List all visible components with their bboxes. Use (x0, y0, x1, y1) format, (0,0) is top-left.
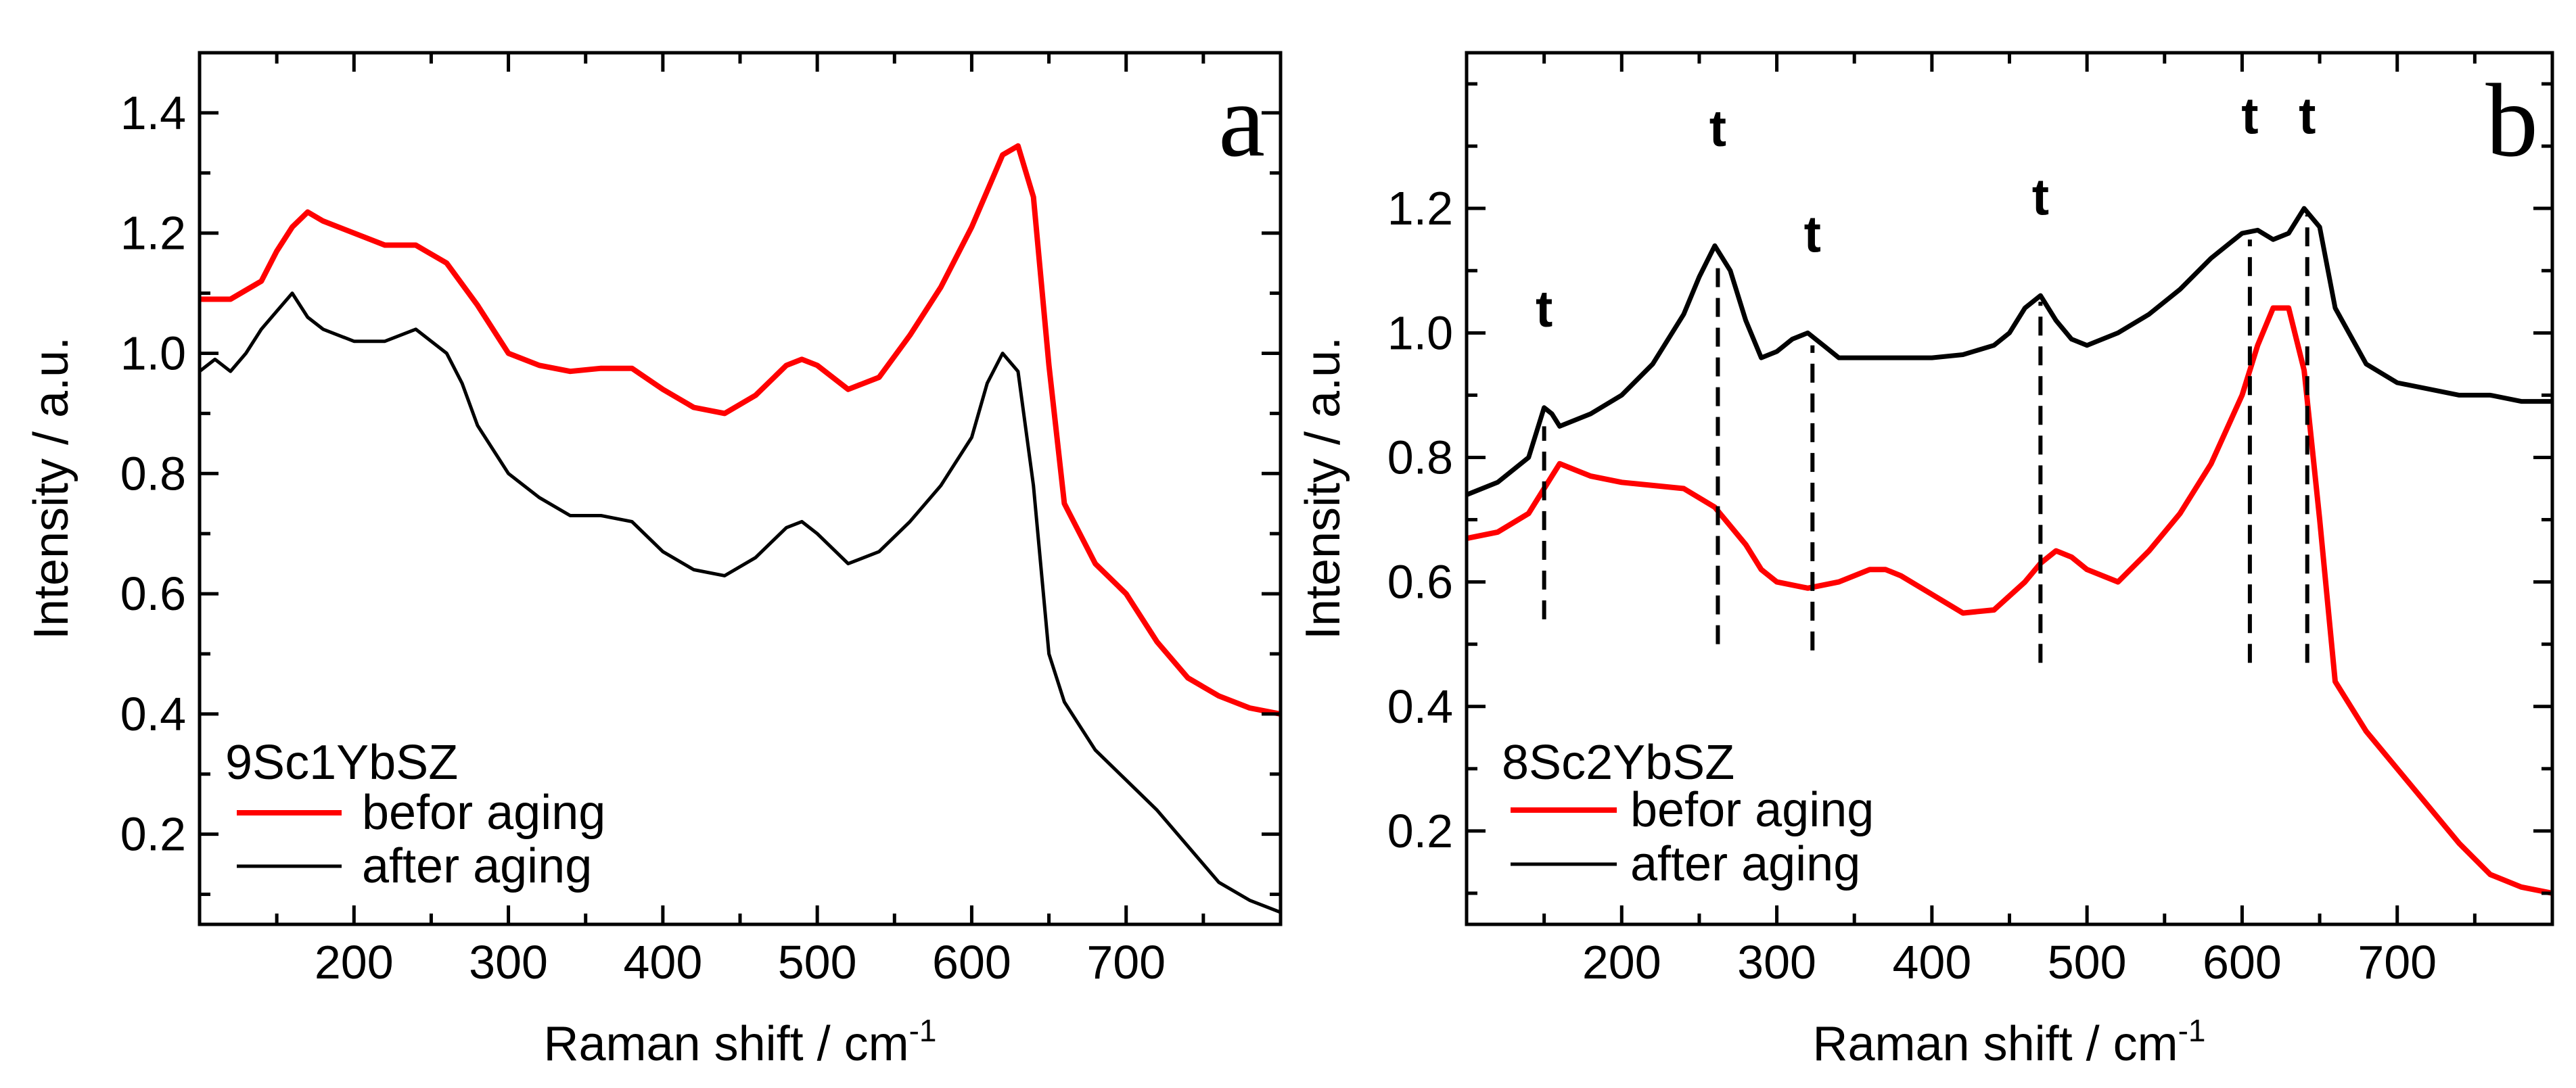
panel-a-ylabel: Intensity / a.u. (24, 337, 78, 640)
panel-a-y-tick-label: 1.2 (120, 207, 186, 260)
panel-b-x-tick-label: 600 (2203, 936, 2282, 989)
panel-b-series (1467, 206, 2552, 896)
panel-a-x-tick-label: 600 (932, 936, 1011, 989)
panel-a-y-tick-label: 0.8 (120, 447, 186, 500)
panel-a-x-tick-label: 500 (778, 936, 857, 989)
panel-a-y-tick-label: 1.4 (120, 87, 186, 139)
panel-b-series-after-aging (1467, 206, 2552, 498)
panel-b-series-before-aging (1467, 305, 2552, 896)
panel-b-y-tick-label: 0.2 (1387, 805, 1453, 857)
peak-marker-label: t (2241, 88, 2258, 145)
panel-b-y-tick-label: 0.8 (1387, 431, 1453, 483)
panel-a-y-tick-label: 0.6 (120, 567, 186, 620)
panel-b-y-tick-label: 1.2 (1387, 182, 1453, 235)
panel-a-ticks: 200 300 400 500 600 700 0.2 0.4 0.6 0.8 1.0 1.2 1.4 (120, 53, 1281, 989)
panel-b-y-tick-label: 0.6 (1387, 556, 1453, 609)
panel-b-x-tick-label: 300 (1737, 936, 1816, 989)
panel-b-frame (1465, 51, 2554, 926)
panel-a-x-tick-label: 300 (469, 936, 548, 989)
panel-a-y-tick-label: 0.4 (120, 688, 186, 740)
panel-a-y-tick-label: 0.2 (120, 808, 186, 861)
panel-b-x-tick-label: 700 (2358, 936, 2437, 989)
panel-a-letter: a (1218, 62, 1265, 179)
peak-marker-label: t (2299, 88, 2316, 145)
panel-a-legend-after: after aging (362, 839, 592, 893)
panel-b-y-tick-label: 1.0 (1387, 306, 1453, 359)
panel-b-ylabel: Intensity / a.u. (1296, 337, 1350, 640)
panel-b-legend-after: after aging (1630, 837, 1860, 891)
panel-a-series-after-aging (200, 291, 1281, 914)
panel-a-y-tick-label: 1.0 (120, 327, 186, 379)
peak-marker-label: t (1536, 281, 1552, 338)
panel-b-x-tick-label: 400 (1892, 936, 1971, 989)
panel-a-sample-label: 9Sc1YbSZ (225, 736, 458, 790)
peak-marker-label: t (1804, 206, 1821, 264)
panel-b-xlabel: Raman shift / cm-1 (1812, 1013, 2205, 1071)
panel-b-legend-before: befor aging (1630, 783, 1874, 837)
panel-b-x-tick-label: 200 (1582, 936, 1661, 989)
panel-a-x-tick-label: 700 (1086, 936, 1166, 989)
panel-a-xlabel: Raman shift / cm-1 (543, 1013, 936, 1071)
panel-a-legend-before: befor aging (362, 786, 605, 840)
peak-marker-label: t (2032, 168, 2049, 226)
panel-a: 200 300 400 500 600 7000.20.40.60.81.01.21.4 … (24, 51, 1283, 1071)
panel-b-letter: b (2486, 62, 2539, 179)
panel-a-series (200, 143, 1281, 914)
panel-a-x-tick-label: 200 (315, 936, 394, 989)
peak-marker-label: t (1709, 100, 1726, 158)
panel-b-ticks: 200 300 400 500 600 700 0.2 0.4 0.6 0.8 1.0 1.2 (1387, 53, 2552, 989)
panel-b-x-tick-label: 500 (2048, 936, 2127, 989)
panel-a-x-tick-label: 400 (623, 936, 702, 989)
panel-a-series-before-aging (200, 143, 1281, 717)
panel-b-y-tick-label: 0.4 (1387, 680, 1453, 733)
panel-b-sample-label: 8Sc2YbSZ (1502, 736, 1734, 790)
